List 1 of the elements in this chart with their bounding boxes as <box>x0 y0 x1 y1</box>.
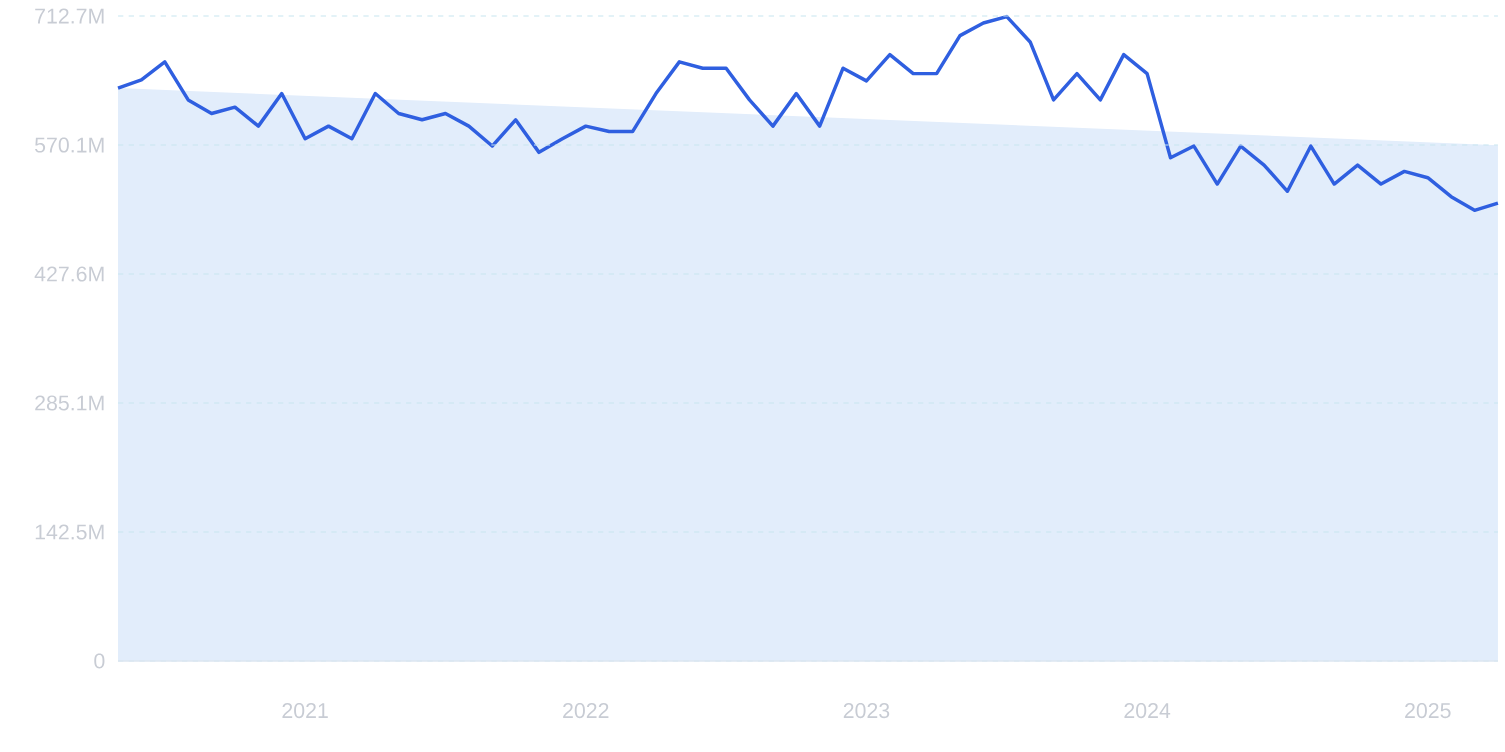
line-series <box>116 14 1500 213</box>
